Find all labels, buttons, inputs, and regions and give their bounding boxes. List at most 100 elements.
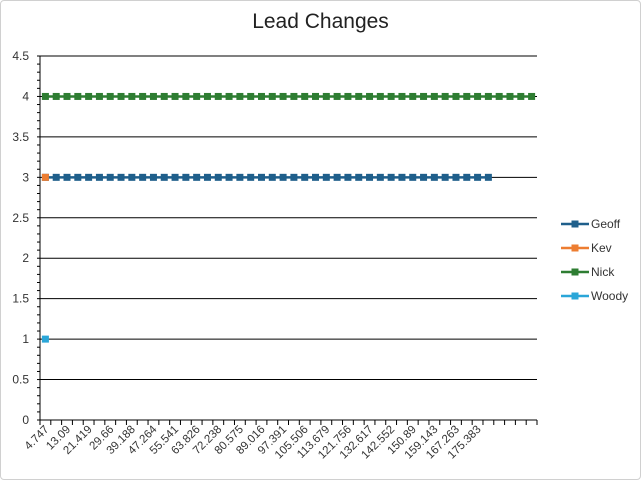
data-point [366, 92, 374, 100]
y-tick-label: 1 [22, 332, 29, 346]
data-point [203, 173, 211, 181]
data-point [312, 173, 320, 181]
data-point [41, 335, 49, 343]
data-point [63, 92, 71, 100]
y-tick-label: 2 [22, 251, 29, 265]
data-point [463, 173, 471, 181]
data-point [409, 173, 417, 181]
y-tick-label: 2.5 [12, 211, 29, 225]
data-point [236, 173, 244, 181]
data-point [74, 92, 82, 100]
data-point [301, 92, 309, 100]
data-point [420, 92, 428, 100]
data-point [398, 173, 406, 181]
data-point [333, 173, 341, 181]
data-point [387, 173, 395, 181]
data-point [214, 173, 222, 181]
data-point [290, 173, 298, 181]
data-point [106, 92, 114, 100]
data-point [63, 173, 71, 181]
data-point [506, 92, 514, 100]
data-point [193, 173, 201, 181]
data-point [366, 173, 374, 181]
legend-marker [571, 268, 579, 276]
data-point [528, 92, 536, 100]
y-tick-label: 3.5 [12, 130, 29, 144]
data-point [344, 173, 352, 181]
data-point [268, 173, 276, 181]
data-point [322, 173, 330, 181]
legend-label: Woody [591, 289, 628, 303]
data-point [355, 173, 363, 181]
legend-marker [571, 220, 579, 228]
data-point [95, 173, 103, 181]
data-point [182, 92, 190, 100]
data-point [376, 173, 384, 181]
y-tick-label: 0 [22, 413, 29, 427]
data-point [333, 92, 341, 100]
data-point [171, 173, 179, 181]
data-point [279, 173, 287, 181]
data-point [420, 173, 428, 181]
data-point [52, 92, 60, 100]
data-point [387, 92, 395, 100]
data-point [517, 92, 525, 100]
legend-label: Kev [591, 241, 612, 255]
data-point [322, 92, 330, 100]
data-point [441, 92, 449, 100]
legend-label: Nick [591, 265, 615, 279]
data-point [484, 173, 492, 181]
data-point [193, 92, 201, 100]
data-point [430, 92, 438, 100]
y-tick-label: 0.5 [12, 373, 29, 387]
data-point [257, 173, 265, 181]
data-point [268, 92, 276, 100]
legend-label: Geoff [591, 217, 621, 231]
chart-title: Lead Changes [252, 10, 389, 33]
data-point [85, 173, 93, 181]
data-point [95, 92, 103, 100]
legend-marker [571, 292, 579, 300]
data-point [236, 92, 244, 100]
legend-marker [571, 244, 579, 252]
data-point [430, 173, 438, 181]
y-tick-label: 4 [22, 89, 29, 103]
data-point [117, 92, 125, 100]
data-point [149, 173, 157, 181]
data-point [452, 92, 460, 100]
data-point [139, 92, 147, 100]
data-point [106, 173, 114, 181]
data-point [290, 92, 298, 100]
data-point [214, 92, 222, 100]
data-point [495, 92, 503, 100]
data-point [52, 173, 60, 181]
data-point [160, 173, 168, 181]
data-point [247, 173, 255, 181]
y-tick-label: 1.5 [12, 292, 29, 306]
data-point [85, 92, 93, 100]
data-point [355, 92, 363, 100]
data-point [474, 92, 482, 100]
data-point [279, 92, 287, 100]
data-point [225, 173, 233, 181]
y-tick-label: 3 [22, 170, 29, 184]
y-tick-label: 4.5 [12, 49, 29, 63]
data-point [41, 92, 49, 100]
data-point [149, 92, 157, 100]
data-point [41, 173, 49, 181]
data-point [409, 92, 417, 100]
data-point [452, 173, 460, 181]
data-point [160, 92, 168, 100]
data-point [182, 173, 190, 181]
data-point [139, 173, 147, 181]
data-point [398, 92, 406, 100]
data-point [247, 92, 255, 100]
data-point [301, 173, 309, 181]
data-point [128, 92, 136, 100]
data-point [128, 173, 136, 181]
data-point [117, 173, 125, 181]
data-point [344, 92, 352, 100]
data-point [463, 92, 471, 100]
data-point [203, 92, 211, 100]
